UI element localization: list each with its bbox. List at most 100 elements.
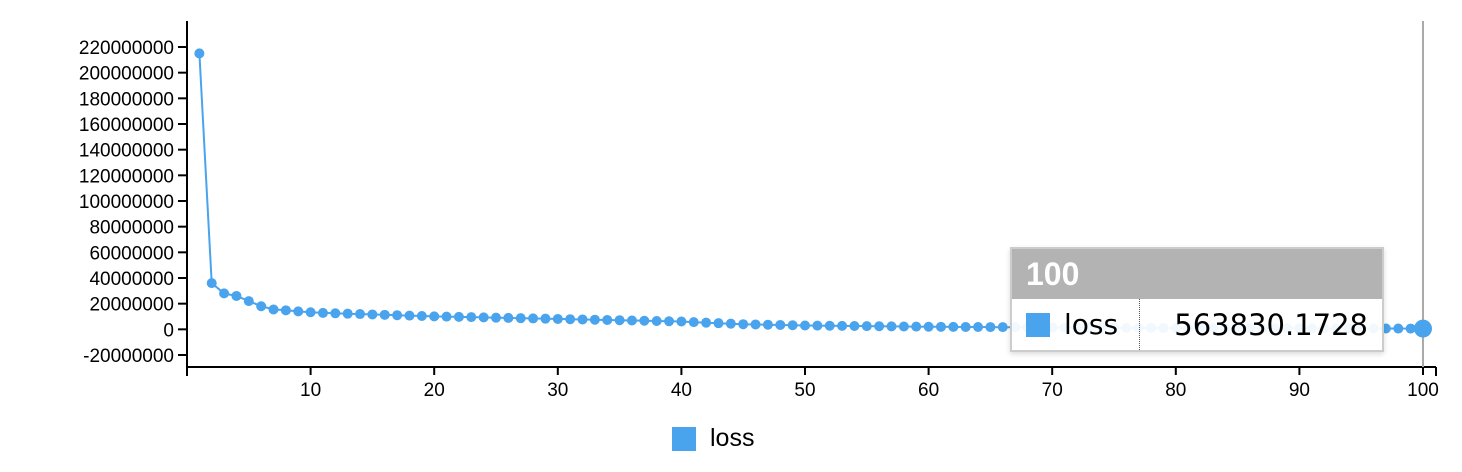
- data-point[interactable]: [552, 313, 563, 324]
- data-point[interactable]: [923, 321, 934, 332]
- data-point[interactable]: [985, 322, 996, 333]
- data-point[interactable]: [466, 312, 477, 323]
- y-tick-label: 180000000: [79, 89, 174, 110]
- tooltip-value: 563830.1728: [1174, 307, 1368, 342]
- data-point[interactable]: [528, 313, 539, 324]
- data-point[interactable]: [824, 320, 835, 331]
- y-tick-label: 200000000: [79, 64, 174, 85]
- data-point[interactable]: [416, 310, 427, 321]
- legend[interactable]: loss: [672, 424, 754, 453]
- data-point[interactable]: [491, 312, 501, 323]
- data-point[interactable]: [849, 320, 860, 331]
- data-point[interactable]: [206, 278, 217, 289]
- tooltip-series: loss: [1012, 299, 1140, 350]
- y-tick-label: 100000000: [79, 192, 174, 213]
- data-point[interactable]: [787, 320, 798, 331]
- data-point[interactable]: [651, 315, 662, 326]
- data-point[interactable]: [589, 314, 600, 325]
- data-point[interactable]: [367, 309, 378, 320]
- data-point[interactable]: [565, 314, 576, 325]
- x-tick-label: 20: [424, 380, 445, 401]
- data-point[interactable]: [626, 315, 637, 326]
- data-point[interactable]: [355, 309, 366, 320]
- y-tick-label: 80000000: [89, 218, 174, 239]
- data-point[interactable]: [935, 321, 946, 332]
- legend-swatch-loss: [672, 426, 696, 451]
- x-tick-label: 40: [671, 380, 692, 401]
- data-point[interactable]: [317, 307, 328, 318]
- x-tick-label: 60: [918, 380, 939, 401]
- data-point[interactable]: [800, 320, 810, 331]
- data-point[interactable]: [762, 319, 773, 330]
- tooltip-header: 100: [1012, 249, 1382, 299]
- y-tick-label: 60000000: [89, 243, 174, 264]
- y-tick-label: 220000000: [79, 38, 174, 59]
- data-point[interactable]: [577, 314, 588, 325]
- data-point[interactable]: [429, 311, 440, 322]
- data-point[interactable]: [392, 310, 403, 321]
- data-point[interactable]: [453, 311, 464, 322]
- data-point[interactable]: [441, 311, 452, 322]
- data-point[interactable]: [886, 321, 897, 332]
- data-point[interactable]: [503, 312, 514, 323]
- y-tick-label: 40000000: [89, 269, 174, 290]
- data-point[interactable]: [664, 316, 675, 327]
- data-point[interactable]: [280, 305, 291, 316]
- data-point[interactable]: [379, 309, 390, 320]
- data-point[interactable]: [960, 321, 971, 332]
- tooltip-swatch: [1026, 312, 1050, 337]
- data-point[interactable]: [404, 310, 415, 321]
- data-point[interactable]: [342, 308, 353, 319]
- x-axis: 10 20 30 40 50 60 70 80 90 100: [186, 366, 1439, 401]
- data-point[interactable]: [861, 321, 872, 332]
- data-point[interactable]: [614, 315, 625, 326]
- y-tick-label: 120000000: [79, 166, 174, 187]
- data-point[interactable]: [874, 321, 885, 332]
- data-point[interactable]: [701, 317, 712, 328]
- x-tick-label: 80: [1165, 380, 1186, 401]
- data-point[interactable]: [911, 321, 922, 332]
- data-point[interactable]: [1405, 323, 1416, 334]
- data-point[interactable]: [330, 308, 341, 319]
- data-point[interactable]: [738, 319, 749, 330]
- data-point[interactable]: [1393, 323, 1404, 334]
- data-point[interactable]: [639, 315, 650, 326]
- data-point[interactable]: [750, 319, 761, 330]
- data-point[interactable]: [540, 313, 551, 324]
- data-point[interactable]: [243, 296, 254, 307]
- data-point[interactable]: [948, 321, 959, 332]
- data-point[interactable]: [478, 312, 489, 323]
- data-point[interactable]: [775, 319, 786, 330]
- data-point[interactable]: [898, 321, 909, 332]
- x-tick-label: 100: [1407, 380, 1439, 401]
- y-tick-label: 20000000: [89, 295, 174, 316]
- data-point[interactable]: [219, 288, 230, 299]
- data-point[interactable]: [676, 316, 687, 327]
- x-tick-label: 70: [1042, 380, 1063, 401]
- y-tick-label: -20000000: [83, 346, 174, 367]
- data-point[interactable]: [256, 301, 267, 312]
- data-point[interactable]: [194, 48, 205, 59]
- data-point[interactable]: [713, 318, 724, 329]
- x-tick-label: 50: [794, 380, 815, 401]
- data-point[interactable]: [725, 318, 736, 329]
- data-point[interactable]: [268, 304, 279, 315]
- legend-label-loss: loss: [710, 424, 755, 452]
- data-point[interactable]: [305, 307, 316, 318]
- data-point[interactable]: [293, 306, 304, 317]
- x-tick-label: 30: [547, 380, 568, 401]
- tooltip-row: loss 563830.1728: [1012, 299, 1382, 350]
- data-point[interactable]: [812, 320, 823, 331]
- y-tick-label: 140000000: [79, 141, 174, 162]
- tooltip-series-name: loss: [1064, 308, 1119, 341]
- data-point[interactable]: [602, 314, 613, 325]
- tooltip: 100 loss 563830.1728: [1010, 247, 1384, 352]
- data-point[interactable]: [515, 313, 526, 324]
- data-point[interactable]: [231, 290, 242, 301]
- data-point[interactable]: [688, 317, 699, 328]
- data-point[interactable]: [973, 322, 984, 333]
- data-point[interactable]: [997, 322, 1008, 333]
- data-point[interactable]: [837, 320, 848, 331]
- data-point-hovered[interactable]: [1414, 319, 1432, 338]
